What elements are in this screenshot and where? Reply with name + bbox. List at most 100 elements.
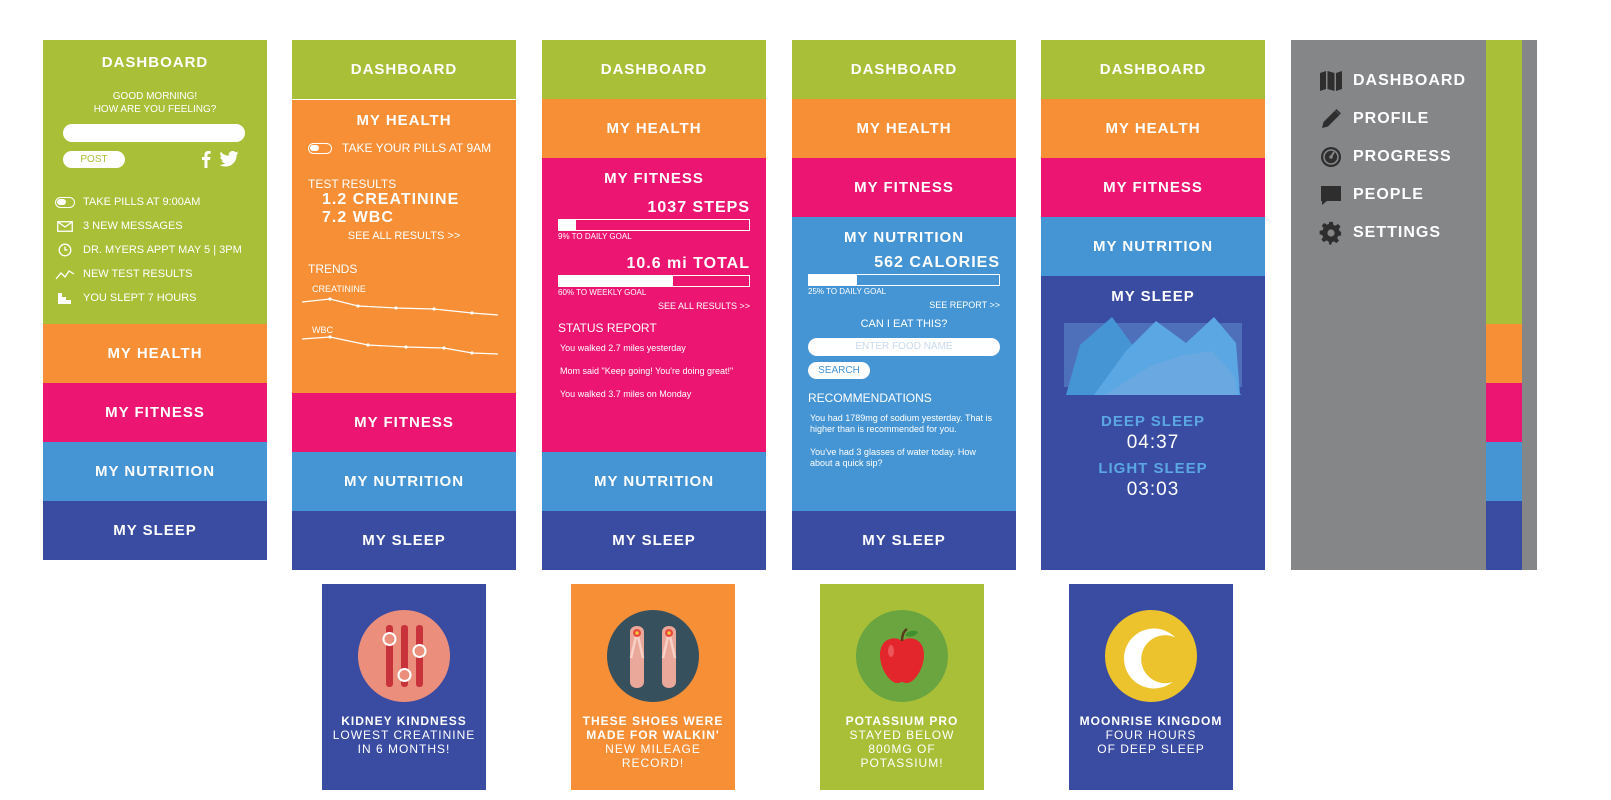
flip-flops-icon bbox=[607, 610, 699, 702]
social-links bbox=[201, 150, 239, 168]
sleep-panel: MY SLEEP DEEP SLEEP 04:37 LIGHT SLEEP 03… bbox=[1041, 276, 1265, 570]
trend-wbc-label: WBC bbox=[312, 325, 333, 335]
light-sleep-time: 03:03 bbox=[1126, 479, 1180, 500]
screen-my-nutrition: DASHBOARD MY HEALTH MY FITNESS MY NUTRIT… bbox=[792, 40, 1016, 570]
toggle-icon[interactable] bbox=[308, 142, 332, 154]
nav-my-nutrition[interactable]: MY NUTRITION bbox=[542, 452, 766, 511]
badge-title: POTASSIUM PRO bbox=[845, 714, 959, 728]
search-button[interactable]: SEARCH bbox=[808, 362, 870, 379]
recommendations-heading: RECOMMENDATIONS bbox=[808, 391, 932, 405]
badge-potassium-pro[interactable]: POTASSIUM PRO STAYED BELOW 800MG OF POTA… bbox=[820, 584, 984, 790]
menu-list: DASHBOARD PROFILE PROGRESS PEOPLE SETTIN… bbox=[1291, 40, 1537, 274]
trend-wbc-line bbox=[301, 335, 499, 355]
sleep-title[interactable]: MY SLEEP bbox=[1111, 288, 1195, 305]
creatinine-value: 1.2 CREATININE bbox=[322, 191, 460, 208]
status-item: You walked 3.7 miles on Monday bbox=[560, 389, 692, 399]
twitter-icon[interactable] bbox=[219, 151, 239, 167]
badge-subtitle: OF DEEP SLEEP bbox=[1097, 742, 1205, 756]
nav-my-fitness[interactable]: MY FITNESS bbox=[43, 383, 267, 442]
trend-creatinine-line bbox=[301, 297, 499, 316]
list-item[interactable]: NEW TEST RESULTS bbox=[55, 262, 267, 286]
badge-subtitle: STAYED BELOW bbox=[849, 728, 955, 742]
nav-my-nutrition[interactable]: MY NUTRITION bbox=[1041, 217, 1265, 276]
nav-my-sleep[interactable]: MY SLEEP bbox=[292, 511, 516, 570]
status-item: Mom said "Keep going! You're doing great… bbox=[560, 366, 734, 376]
nav-my-nutrition[interactable]: MY NUTRITION bbox=[292, 452, 516, 511]
toggle-icon bbox=[55, 196, 75, 208]
recommendation-item: You had 1789mg of sodium yesterday. That… bbox=[810, 413, 992, 434]
menu-content-peek[interactable] bbox=[1486, 40, 1522, 570]
menu-item-people[interactable]: PEOPLE bbox=[1319, 176, 1509, 214]
feeling-input[interactable] bbox=[63, 124, 245, 142]
badge-subtitle: POTASSIUM! bbox=[860, 756, 944, 770]
test-results-heading: TEST RESULTS bbox=[308, 177, 397, 191]
calories-caption: 25% TO DAILY GOAL bbox=[808, 287, 887, 296]
list-item[interactable]: DR. MYERS APPT MAY 5 | 3PM bbox=[55, 238, 267, 262]
distance-value: 10.6 mi TOTAL bbox=[626, 255, 750, 272]
nav-my-health[interactable]: MY HEALTH bbox=[792, 99, 1016, 158]
menu-item-settings[interactable]: SETTINGS bbox=[1319, 214, 1509, 252]
nav-dashboard[interactable]: DASHBOARD bbox=[101, 53, 209, 71]
post-button[interactable]: POST bbox=[63, 150, 125, 168]
calories-value: 562 CALORIES bbox=[874, 254, 1000, 271]
nutrition-title[interactable]: MY NUTRITION bbox=[843, 229, 965, 246]
dashboard-list: TAKE PILLS AT 9:00AM 3 NEW MESSAGES DR. … bbox=[43, 190, 267, 310]
calories-progress-fill bbox=[809, 275, 857, 285]
greeting: GOOD MORNING! HOW ARE YOU FEELING? bbox=[93, 91, 217, 115]
list-item[interactable]: 3 NEW MESSAGES bbox=[55, 214, 267, 238]
menu-item-progress[interactable]: PROGRESS bbox=[1319, 138, 1509, 176]
can-i-eat-heading: CAN I EAT THIS? bbox=[860, 318, 948, 330]
trends-heading: TRENDS bbox=[308, 262, 358, 276]
menu-item-profile[interactable]: PROFILE bbox=[1319, 100, 1509, 138]
trend-line-icon bbox=[55, 268, 75, 280]
nav-my-health[interactable]: MY HEALTH bbox=[542, 99, 766, 158]
food-name-input[interactable]: ENTER FOOD NAME bbox=[808, 338, 1000, 356]
list-item[interactable]: TAKE PILLS AT 9:00AM bbox=[55, 190, 267, 214]
badge-title: THESE SHOES WERE MADE FOR WALKIN' bbox=[582, 714, 724, 742]
status-report-heading: STATUS REPORT bbox=[558, 321, 657, 335]
badge-subtitle: 800MG OF bbox=[868, 742, 936, 756]
distance-caption: 60% TO WEEKLY GOAL bbox=[558, 288, 647, 297]
nav-my-fitness[interactable]: MY FITNESS bbox=[792, 158, 1016, 217]
list-item[interactable]: YOU SLEPT 7 HOURS bbox=[55, 286, 267, 310]
health-title[interactable]: MY HEALTH bbox=[356, 112, 452, 129]
nav-my-health[interactable]: MY HEALTH bbox=[1041, 99, 1265, 158]
steps-progress-fill bbox=[559, 220, 577, 230]
badge-kidney-kindness[interactable]: KIDNEY KINDNESS LOWEST CREATININE IN 6 M… bbox=[322, 584, 486, 790]
nav-my-fitness[interactable]: MY FITNESS bbox=[292, 393, 516, 452]
badge-moonrise-kingdom[interactable]: MOONRISE KINGDOM FOUR HOURS OF DEEP SLEE… bbox=[1069, 584, 1233, 790]
fitness-body: 1037 STEPS 9% TO DAILY GOAL 10.6 mi TOTA… bbox=[542, 199, 766, 400]
screen-my-fitness: DASHBOARD MY HEALTH MY FITNESS 1037 STEP… bbox=[542, 40, 766, 570]
menu-item-dashboard[interactable]: DASHBOARD bbox=[1319, 62, 1509, 100]
nav-dashboard[interactable]: DASHBOARD bbox=[1041, 40, 1265, 99]
see-all-results-link[interactable]: SEE ALL RESULTS >> bbox=[657, 301, 750, 311]
health-panel: MY HEALTH TAKE YOUR PILLS AT 9AM TEST RE… bbox=[292, 99, 516, 393]
nutrition-panel: MY NUTRITION 562 CALORIES 25% TO DAILY G… bbox=[792, 217, 1016, 511]
nav-my-nutrition[interactable]: MY NUTRITION bbox=[43, 442, 267, 501]
recommendation-item: You've had 3 glasses of water today. How… bbox=[810, 447, 976, 468]
nav-my-sleep[interactable]: MY SLEEP bbox=[43, 501, 267, 560]
nav-my-health[interactable]: MY HEALTH bbox=[43, 324, 267, 383]
facebook-icon[interactable] bbox=[201, 150, 211, 168]
chat-bubble-icon bbox=[1321, 186, 1341, 205]
gear-icon bbox=[1319, 221, 1342, 245]
see-all-results-link[interactable]: SEE ALL RESULTS >> bbox=[347, 230, 461, 242]
badge-title: MOONRISE KINGDOM bbox=[1079, 714, 1223, 728]
screen-my-health: DASHBOARD MY HEALTH TAKE YOUR PILLS AT 9… bbox=[292, 40, 516, 570]
badge-subtitle: FOUR HOURS bbox=[1105, 728, 1197, 742]
nav-my-fitness[interactable]: MY FITNESS bbox=[1041, 158, 1265, 217]
clock-icon bbox=[55, 243, 75, 257]
nutrition-body: 562 CALORIES 25% TO DAILY GOAL SEE REPOR… bbox=[792, 254, 1016, 469]
see-report-link[interactable]: SEE REPORT >> bbox=[929, 300, 1000, 310]
nav-my-sleep[interactable]: MY SLEEP bbox=[792, 511, 1016, 570]
map-icon bbox=[1320, 71, 1342, 91]
pencil-icon bbox=[1322, 109, 1341, 128]
nav-dashboard[interactable]: DASHBOARD bbox=[292, 40, 516, 99]
calories-progress-bar bbox=[808, 274, 1000, 286]
nav-my-sleep[interactable]: MY SLEEP bbox=[542, 511, 766, 570]
pill-reminder[interactable]: TAKE YOUR PILLS AT 9AM bbox=[308, 141, 500, 155]
badge-shoes-walkin[interactable]: THESE SHOES WERE MADE FOR WALKIN' NEW MI… bbox=[571, 584, 735, 790]
nav-dashboard[interactable]: DASHBOARD bbox=[792, 40, 1016, 99]
fitness-title[interactable]: MY FITNESS bbox=[604, 170, 704, 187]
nav-dashboard[interactable]: DASHBOARD bbox=[542, 40, 766, 99]
